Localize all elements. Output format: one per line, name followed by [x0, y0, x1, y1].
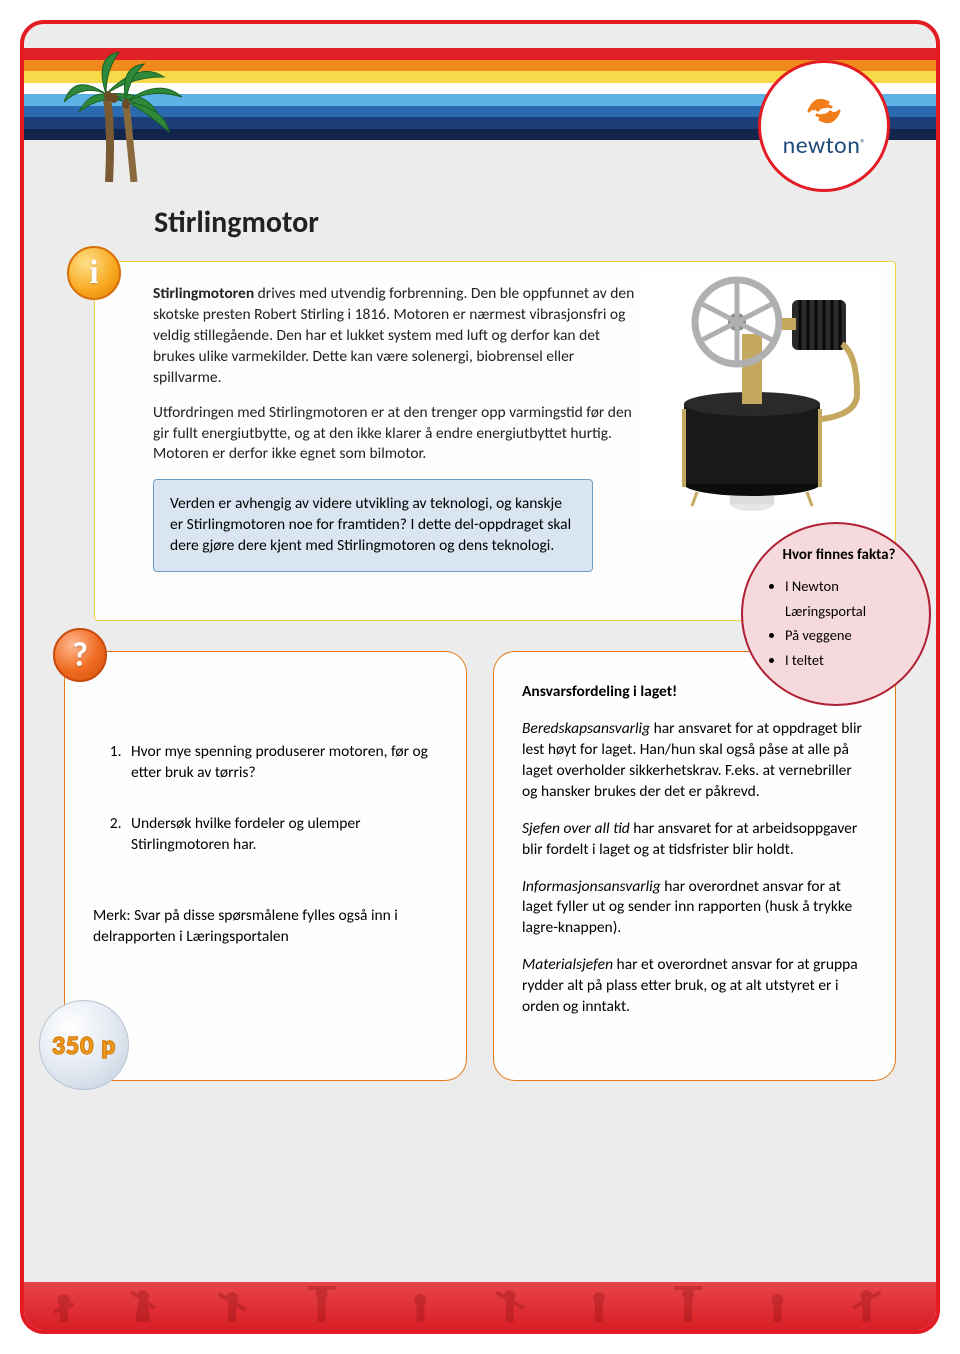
facts-title: Hvor finnes fakta? [767, 546, 911, 564]
newton-logo: newton® [758, 60, 890, 192]
list-item: På veggene [785, 623, 911, 648]
footer-silhouette-icon [24, 1282, 936, 1330]
questions-list: Hvor mye spenning produserer motoren, fø… [93, 742, 438, 856]
intro-highlight-box: Verden er avhengig av videre utvikling a… [153, 479, 593, 572]
page-title: Stirlingmotor [154, 204, 896, 241]
list-item: I Newton Læringsportal [785, 574, 911, 623]
responsibility-item: Sjefen over all tid har ansvaret for at … [522, 819, 867, 861]
content-area: Stirlingmotor i [24, 174, 936, 1330]
questions-note: Merk: Svar på disse spørsmålene fylles o… [93, 906, 438, 948]
page-frame: newton® Stirlingmotor i [20, 20, 940, 1334]
info-box: i [94, 261, 896, 621]
questions-box: ? Hvor mye spenning produserer motoren, … [64, 651, 467, 1081]
logo-swirl-icon [801, 93, 847, 129]
list-item: I teltet [785, 648, 911, 673]
responsibility-item: Beredskapsansvarlig har ansvaret for at … [522, 719, 867, 803]
logo-text: newton [783, 131, 861, 160]
question-icon: ? [53, 628, 107, 682]
info-icon: i [67, 246, 121, 300]
lower-row: ? Hvor mye spenning produserer motoren, … [64, 651, 896, 1081]
logo-registered: ® [860, 136, 865, 149]
points-text: 350 p [52, 1029, 116, 1061]
stirling-engine-image [642, 274, 877, 514]
list-item: Undersøk hvilke fordeler og ulemper Stir… [125, 814, 438, 856]
facts-list: I Newton LæringsportalPå veggeneI teltet [767, 574, 911, 673]
facts-bubble: Hvor finnes fakta? I Newton Læringsporta… [741, 522, 931, 706]
points-badge: 350 p [39, 1000, 129, 1090]
intro-paragraph-2: Utfordringen med Stirlingmotoren er at d… [153, 403, 635, 466]
palm-tree-decoration [64, 52, 184, 187]
responsibility-item: Materialsjefen har et overordnet ansvar … [522, 955, 867, 1018]
footer-ribbon [24, 1282, 936, 1330]
list-item: Hvor mye spenning produserer motoren, fø… [125, 742, 438, 784]
responsibility-item: Informasjonsansvarlig har overordnet ans… [522, 877, 867, 940]
responsibilities-box: Ansvarsfordeling i laget! Beredskapsansv… [493, 651, 896, 1081]
intro-paragraph-1: Stirlingmotoren drives med utvendig forb… [153, 284, 635, 389]
